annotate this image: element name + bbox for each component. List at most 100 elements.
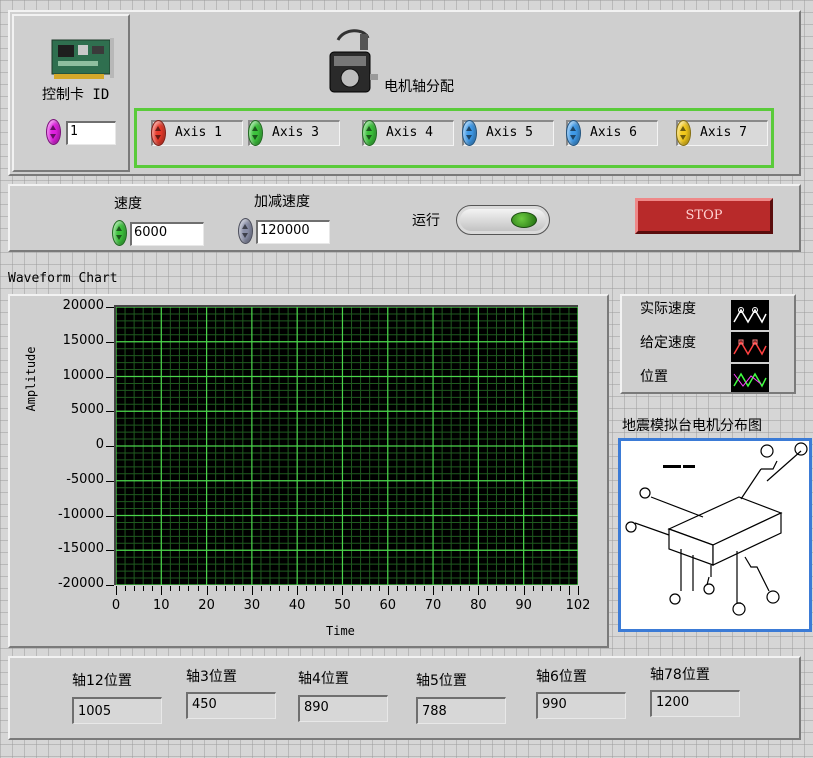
acceleration-spinner-icon[interactable] <box>238 218 253 244</box>
waveform-grid <box>116 307 578 585</box>
x-tick-mark <box>152 586 154 591</box>
x-tick-mark <box>233 586 235 591</box>
x-tick-mark <box>306 586 308 591</box>
y-tick-label: 0 <box>95 437 104 452</box>
x-tick-mark <box>170 586 172 591</box>
x-tick-label: 40 <box>288 598 306 613</box>
x-tick-mark <box>134 586 136 591</box>
axis-6-position-label: 轴6位置 <box>536 669 587 685</box>
x-tick-mark <box>424 586 425 591</box>
x-tick-mark <box>179 586 181 591</box>
shake-table-illustration <box>625 442 808 616</box>
x-tick-mark <box>369 586 371 591</box>
x-tick-label: 70 <box>424 598 442 613</box>
run-toggle-switch[interactable] <box>456 205 550 235</box>
legend-set-speed-swatch-icon[interactable] <box>731 332 769 362</box>
axis-7-spinner-icon[interactable] <box>676 120 691 146</box>
axis-5-selector[interactable]: Axis 5 <box>462 120 554 146</box>
x-tick-mark <box>197 586 199 591</box>
axis-3-position-value: 450 <box>186 692 276 719</box>
x-tick-mark <box>514 586 516 591</box>
card-id-label: 控制卡 ID <box>42 87 110 103</box>
x-tick-mark <box>315 586 317 591</box>
x-tick-label: 30 <box>243 598 261 613</box>
acceleration-input[interactable]: 120000 <box>256 220 330 244</box>
x-tick-mark <box>496 586 498 591</box>
axis-3-spinner-icon[interactable] <box>248 120 263 146</box>
y-tick-label: 5000 <box>70 402 104 418</box>
x-tick-mark <box>405 586 407 591</box>
axis-4-spinner-icon[interactable] <box>362 120 377 146</box>
x-tick-mark <box>396 586 398 591</box>
y-tick-label: -15000 <box>57 541 104 557</box>
axis-6-spinner-icon[interactable] <box>566 120 581 146</box>
axis-5-spinner-icon[interactable] <box>462 120 477 146</box>
x-tick-label: 20 <box>198 598 215 613</box>
x-tick-mark <box>270 586 271 591</box>
x-tick-mark <box>215 586 217 591</box>
x-tick-mark <box>188 586 190 591</box>
x-tick-label: 0 <box>111 598 121 613</box>
axis-6-selector[interactable]: Axis 6 <box>566 120 658 146</box>
x-tick-mark <box>143 586 145 591</box>
axis-7-selector[interactable]: Axis 7 <box>676 120 768 146</box>
x-tick-mark <box>206 586 208 595</box>
axis-4-selector[interactable]: Axis 4 <box>362 120 454 146</box>
run-indicator-icon <box>511 212 537 228</box>
axis-4-position-label: 轴4位置 <box>298 671 349 687</box>
y-tick-label: 20000 <box>62 298 104 313</box>
legend-set-speed-label: 给定速度 <box>640 335 696 351</box>
x-tick-mark <box>351 586 353 591</box>
axis-1-spinner-knob-icon[interactable] <box>151 120 166 146</box>
speed-input[interactable]: 6000 <box>130 222 204 246</box>
y-tick-mark <box>106 480 114 482</box>
x-tick-mark <box>478 586 480 595</box>
speed-spinner-icon[interactable] <box>112 220 127 246</box>
axis-1-selector[interactable]: Axis 1 <box>151 120 243 146</box>
x-tick-mark <box>387 586 389 595</box>
axis-3-selector[interactable]: Axis 3 <box>248 120 340 146</box>
stop-button[interactable]: STOP <box>635 198 773 234</box>
motor-icon <box>324 28 380 100</box>
y-tick-mark <box>106 515 114 517</box>
x-tick-mark <box>559 586 561 591</box>
y-tick-mark <box>106 585 114 586</box>
y-tick-label: 10000 <box>62 367 104 383</box>
axis-5-position-value: 788 <box>416 697 506 724</box>
axis-config-panel <box>8 10 801 176</box>
x-tick-label: 90 <box>515 598 532 613</box>
x-tick-mark <box>297 586 299 595</box>
x-tick-mark <box>378 586 380 591</box>
x-tick-mark <box>550 586 552 591</box>
card-id-spinner-icon[interactable] <box>46 119 61 145</box>
x-tick-mark <box>442 586 444 591</box>
y-tick-mark <box>106 550 114 552</box>
x-tick-mark <box>260 586 262 591</box>
legend-position-label: 位置 <box>640 369 668 385</box>
x-tick-mark <box>251 586 253 595</box>
axis-4-position-value: 890 <box>298 695 388 722</box>
x-tick-label: 102 <box>565 598 591 613</box>
axis-6-position-value: 990 <box>536 692 626 719</box>
x-tick-mark <box>469 586 471 591</box>
axis-5-position-label: 轴5位置 <box>416 673 467 689</box>
card-id-input[interactable]: 1 <box>66 121 116 145</box>
legend-actual-speed-label: 实际速度 <box>640 301 696 317</box>
x-tick-label: 50 <box>334 598 351 613</box>
x-tick-mark <box>433 586 435 595</box>
y-tick-mark <box>106 376 114 378</box>
x-tick-mark <box>161 586 163 595</box>
legend-actual-speed-swatch-icon[interactable] <box>731 300 769 330</box>
x-tick-mark <box>532 586 534 591</box>
axis-3-position-label: 轴3位置 <box>186 669 237 685</box>
x-tick-mark <box>578 586 579 595</box>
x-axis-label: Time <box>326 624 355 638</box>
legend-position-swatch-icon[interactable] <box>731 364 769 392</box>
x-tick-mark <box>279 586 281 591</box>
x-tick-mark <box>568 586 570 595</box>
x-tick-mark <box>460 586 462 591</box>
motor-distribution-diagram <box>618 438 812 632</box>
x-tick-mark <box>487 586 489 591</box>
x-tick-mark <box>451 586 453 591</box>
y-tick-label: -20000 <box>57 576 104 591</box>
